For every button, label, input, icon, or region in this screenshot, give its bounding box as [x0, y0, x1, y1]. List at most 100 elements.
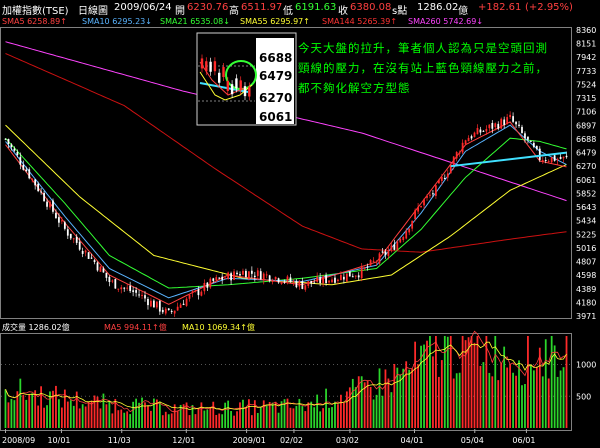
volume-bar — [58, 399, 60, 428]
candle-body — [153, 300, 155, 308]
candle-body — [245, 270, 247, 278]
candle-body — [479, 129, 482, 133]
volume-bar — [532, 370, 535, 428]
inset-candle-body — [239, 80, 242, 91]
candle-body — [147, 298, 149, 306]
candle-body — [283, 281, 286, 283]
candle-body — [176, 306, 179, 311]
candle-body — [541, 160, 544, 162]
date-tick-2008/09: 2008/09 — [2, 436, 35, 445]
volume-bar — [556, 376, 559, 428]
volume-bar — [167, 414, 170, 428]
open-value: 6230.76 — [187, 2, 229, 13]
candle-body — [426, 195, 428, 198]
price-candles — [4, 111, 568, 317]
candle-body — [301, 281, 304, 289]
candle-body — [467, 137, 470, 142]
price-tick-3971: 3971 — [576, 312, 596, 321]
inset-candle-body — [200, 58, 204, 69]
volume-bar — [503, 346, 506, 428]
candle-body — [565, 155, 568, 158]
volume-bar — [253, 400, 256, 428]
candle-body — [206, 282, 209, 288]
candle-body — [429, 194, 431, 196]
date-tick-06/01: 06/01 — [512, 436, 535, 445]
candle-body — [559, 156, 562, 159]
candle-body — [369, 260, 372, 266]
candle-body — [236, 272, 238, 275]
volume-bar — [316, 394, 319, 428]
candle-body — [366, 266, 369, 268]
candle-body — [114, 279, 117, 289]
volume-bar — [274, 401, 277, 428]
candle-body — [4, 138, 7, 140]
price-tick-6270: 6270 — [576, 162, 596, 171]
candle-body — [60, 220, 63, 222]
volume-bar — [289, 407, 292, 428]
volume-bar — [322, 408, 324, 428]
candle-body — [99, 266, 102, 272]
candle-body — [167, 308, 170, 311]
candle-body — [375, 261, 378, 263]
candle-body — [417, 207, 419, 212]
volume-bar — [4, 389, 7, 428]
candle-body — [31, 178, 34, 180]
candle-body — [443, 178, 446, 180]
candle-body — [108, 276, 111, 283]
candle-body — [194, 290, 197, 292]
candle-body — [544, 159, 547, 161]
volume-bar — [363, 382, 366, 428]
volume-ma5-legend: MA5 994.11↑億 — [104, 323, 167, 332]
candle-body — [342, 276, 345, 280]
volume-bar — [304, 411, 307, 428]
volume-bar — [46, 405, 48, 428]
neckline — [450, 151, 567, 168]
volume-bar — [132, 401, 135, 428]
sma144-legend: SMA144 5265.39↑ — [322, 17, 398, 26]
volume-bar — [63, 389, 66, 428]
volume-bar — [414, 341, 417, 428]
volume-bar — [375, 394, 378, 428]
candle-body — [408, 228, 411, 233]
ma-line-sma21 — [5, 137, 567, 289]
candle-body — [200, 291, 203, 296]
volume-bar — [224, 402, 227, 428]
candle-body — [538, 148, 541, 160]
volume-bar — [123, 412, 126, 428]
volume-bar — [518, 360, 520, 428]
candle-body — [485, 128, 488, 132]
candle-body — [84, 250, 87, 253]
candle-body — [197, 289, 200, 296]
volume-bar — [90, 400, 93, 428]
volume-bars — [4, 336, 568, 428]
volume-bar — [387, 378, 390, 428]
volume-bar — [313, 407, 316, 428]
date-tick-11/03: 11/03 — [108, 436, 131, 445]
chart-header: 加權指數(TSE) 日線圖 2009/06/24 開 6230.76 高 651… — [0, 0, 600, 17]
candle-body — [553, 155, 556, 161]
volume-bar — [158, 401, 161, 428]
price-tick-5225: 5225 — [576, 230, 596, 239]
volume-bar — [43, 407, 45, 428]
candle-body — [268, 275, 271, 281]
volume-bar — [7, 402, 10, 428]
volume-bar — [84, 406, 87, 428]
volume-bar — [476, 336, 479, 428]
candle-body — [277, 278, 280, 283]
low-label: 低 — [283, 6, 293, 17]
volume-bar — [206, 409, 209, 428]
low-value: 6191.63 — [295, 2, 337, 13]
candle-body — [325, 275, 327, 284]
close-value: 6380.08 — [350, 2, 392, 13]
candle-body — [158, 300, 161, 312]
candle-body — [164, 308, 167, 314]
inset-zoom — [196, 32, 297, 126]
candle-body — [518, 124, 520, 126]
candle-body — [432, 193, 434, 195]
inset-level-6479: 6479 — [259, 69, 292, 83]
volume-ma-lines — [5, 330, 567, 413]
candle-body — [393, 244, 396, 250]
volume-bar — [179, 404, 182, 428]
period-label: 日線圖 — [78, 6, 108, 17]
